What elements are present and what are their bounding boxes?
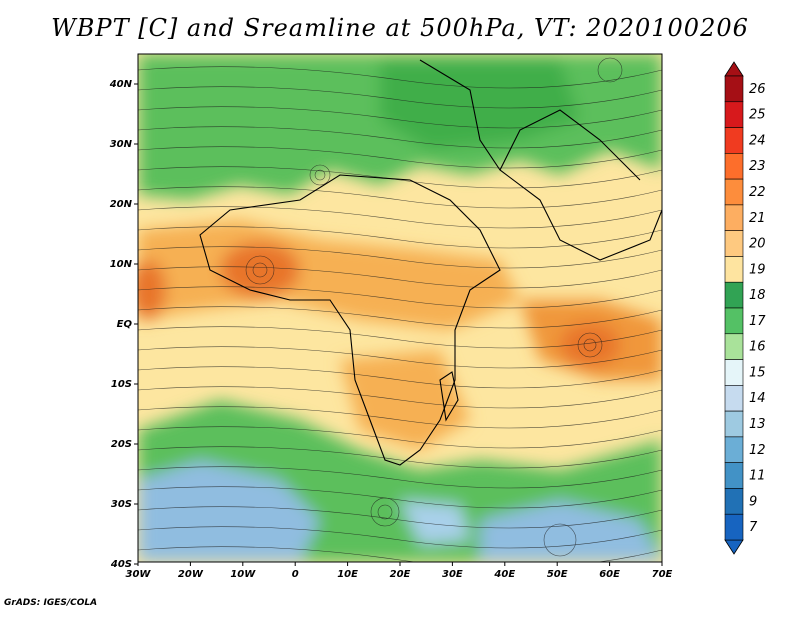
colorbar-swatch	[724, 204, 744, 231]
colorbar-label: 14	[749, 391, 766, 406]
wbpt-field-shading	[138, 54, 662, 562]
colorbar-label: 13	[749, 417, 766, 432]
x-tick-label: 20W	[178, 569, 204, 580]
colorbar: 26 25 24 23 22 21 20 19 18 17 16 15 14 13 12 11 9 7	[724, 61, 766, 555]
colorbar-label: 23	[749, 159, 766, 174]
colorbar-swatch	[724, 101, 744, 128]
y-tick-label: 30S	[111, 499, 132, 510]
colorbar-label: 17	[749, 314, 766, 329]
colorbar-swatch	[724, 256, 744, 283]
credit-label: GrADS: IGES/COLA	[4, 598, 98, 608]
colorbar-swatch	[724, 178, 744, 206]
streamlines	[138, 57, 662, 562]
colorbar-swatch	[724, 307, 744, 335]
x-tick-label: 10E	[337, 569, 358, 580]
coastlines	[199, 59, 662, 466]
colorbar-label: 24	[749, 133, 766, 148]
colorbar-label: 9	[749, 494, 757, 509]
colorbar-label: 7	[749, 520, 758, 535]
colorbar-label: 15	[749, 365, 766, 380]
colorbar-label: 18	[749, 288, 766, 303]
x-tick-label: 10W	[230, 569, 256, 580]
colorbar-swatch	[724, 410, 744, 438]
y-tick-label: 40S	[110, 559, 132, 570]
colorbar-label: 25	[749, 108, 766, 123]
colorbar-label: 12	[749, 443, 766, 458]
colorbar-top-arrow	[724, 61, 744, 77]
colorbar-label: 21	[749, 211, 766, 226]
x-tick-label: 0	[292, 569, 299, 580]
x-tick-label: 40E	[493, 569, 515, 580]
x-tick-label: 60E	[599, 569, 620, 580]
y-tick-label: 20N	[110, 199, 133, 210]
colorbar-swatch	[724, 75, 744, 103]
colorbar-swatch	[724, 462, 744, 489]
colorbar-swatch	[724, 127, 744, 154]
x-tick-label: 70E	[652, 569, 673, 580]
y-tick-label: 10N	[110, 259, 133, 270]
colorbar-swatch	[724, 153, 744, 180]
colorbar-bottom-arrow	[724, 539, 744, 555]
colorbar-label: 20	[749, 237, 766, 252]
colorbar-swatch	[724, 230, 744, 257]
colorbar-label: 26	[749, 82, 766, 97]
colorbar-label: 16	[749, 340, 766, 355]
x-tick-label: 50E	[547, 569, 568, 580]
map-title: WBPT [C] and Sreamline at 500hPa, VT: 20…	[51, 14, 749, 42]
y-tick-label: 10S	[111, 379, 132, 390]
x-tick-label: 20E	[390, 569, 411, 580]
y-axis: 40N 30N 20N 10N EQ 10S 20S 30S 40S	[109, 79, 138, 570]
y-tick-label: 30N	[110, 139, 133, 150]
colorbar-label: 19	[749, 262, 766, 277]
colorbar-label: 11	[749, 469, 766, 484]
colorbar-swatch	[724, 281, 744, 309]
x-tick-label: 30E	[442, 569, 463, 580]
x-axis: 30W 20W 10W 0 10E 20E 30E 40E 50E 60E 70E	[126, 562, 673, 580]
y-tick-label: 40N	[109, 79, 133, 90]
x-tick-label: 30W	[126, 569, 152, 580]
colorbar-swatch	[724, 488, 744, 515]
colorbar-swatch	[724, 359, 744, 386]
colorbar-swatch	[724, 333, 744, 360]
colorbar-swatch	[724, 436, 744, 463]
colorbar-swatch	[724, 513, 744, 541]
colorbar-swatch	[724, 385, 744, 412]
field-layer	[138, 54, 662, 562]
y-tick-label: EQ	[117, 319, 133, 330]
y-tick-label: 20S	[111, 439, 132, 450]
colorbar-label: 22	[749, 185, 766, 200]
